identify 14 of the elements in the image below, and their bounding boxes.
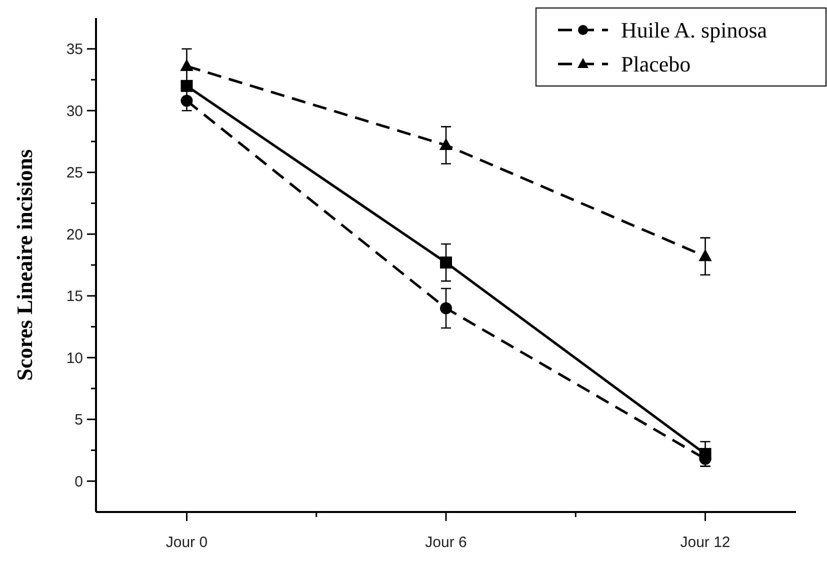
- y-tick-label: 25: [66, 164, 83, 182]
- y-axis-title: Scores Lineaire incisions: [12, 148, 37, 381]
- legend-label: Placebo: [621, 52, 691, 77]
- y-tick-label: 35: [66, 41, 83, 58]
- y-tick-label: 20: [66, 226, 83, 244]
- legend-label: Huile A. spinosa: [621, 18, 768, 43]
- y-tick-label: 10: [66, 350, 83, 367]
- y-tick-label: 0: [74, 473, 83, 490]
- y-tick-label: 15: [66, 288, 83, 306]
- y-tick-label: 30: [66, 102, 83, 120]
- x-tick-label: Jour 6: [425, 534, 467, 551]
- y-tick-label: 5: [74, 412, 83, 429]
- x-tick-label: Jour 12: [680, 534, 730, 551]
- x-tick-label: Jour 0: [166, 534, 208, 551]
